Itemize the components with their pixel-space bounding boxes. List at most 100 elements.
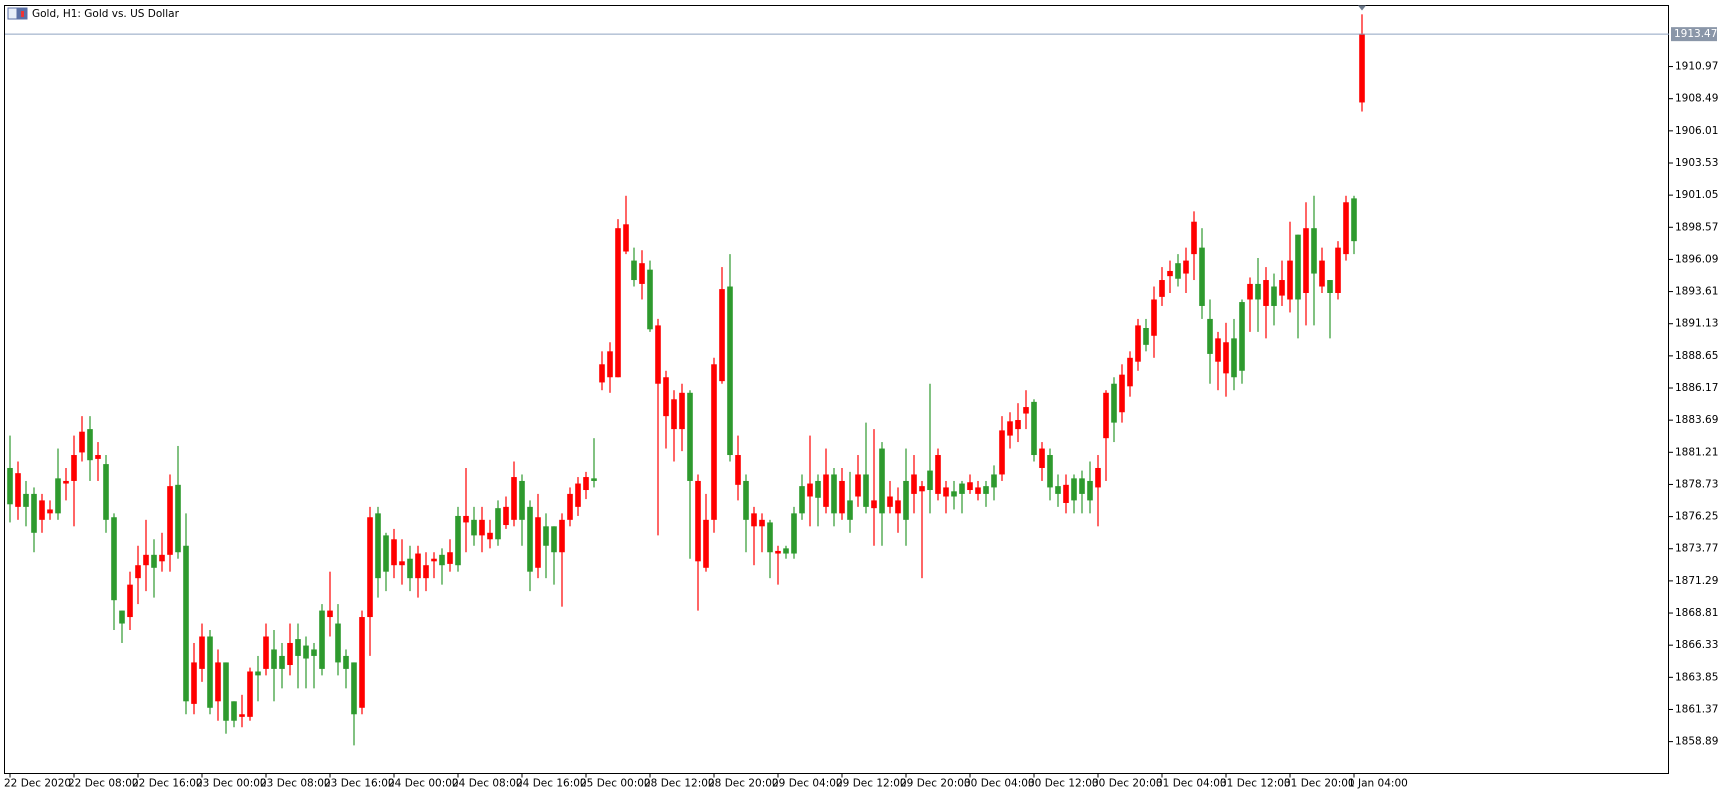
candle-body	[503, 506, 509, 526]
candle-body	[319, 610, 325, 669]
candle-body	[711, 364, 717, 520]
chart-icon	[7, 7, 28, 20]
y-tick-label: 1898.57	[1675, 221, 1718, 233]
candle-body	[87, 429, 93, 461]
candle-body	[1319, 260, 1325, 287]
candle-body	[151, 554, 157, 568]
candle-body	[1135, 325, 1141, 362]
candle-body	[751, 513, 757, 527]
candle-body	[351, 662, 357, 715]
candle-body	[887, 496, 893, 507]
candle-body	[231, 701, 237, 721]
candle-body	[63, 480, 69, 484]
y-tick-label: 1868.81	[1675, 607, 1718, 619]
candle-body	[303, 645, 309, 659]
y-tick-label: 1881.21	[1675, 446, 1718, 458]
candle-body	[543, 526, 549, 546]
candle-body	[807, 483, 813, 497]
candle-body	[1031, 401, 1037, 456]
x-tick-label: 24 Dec 16:00	[516, 778, 587, 790]
candle-body	[583, 477, 589, 491]
candle-body	[1351, 198, 1357, 242]
x-tick-label: 28 Dec 20:00	[708, 778, 779, 790]
y-tick-label: 1863.85	[1675, 671, 1718, 683]
candle-body	[335, 623, 341, 663]
y-tick-label: 1906.01	[1675, 125, 1718, 137]
candle-body	[399, 561, 405, 566]
x-tick-label: 23 Dec 08:00	[260, 778, 331, 790]
candle-body	[559, 519, 565, 553]
y-tick-label: 1871.29	[1675, 575, 1718, 587]
candle-body	[831, 474, 837, 514]
candle-body	[1023, 407, 1029, 414]
candle-body	[527, 506, 533, 572]
candle-body	[567, 493, 573, 520]
candle-body	[759, 519, 765, 527]
candle-body	[719, 289, 725, 382]
candle-body	[15, 473, 21, 507]
candle-body	[1167, 270, 1173, 277]
y-tick-label: 1888.65	[1675, 350, 1718, 362]
candle-body	[1007, 421, 1013, 436]
x-tick-label: 31 Dec 12:00	[1220, 778, 1291, 790]
candle-body	[599, 364, 605, 383]
x-tick-label: 24 Dec 08:00	[452, 778, 523, 790]
candle-body	[71, 455, 77, 481]
candle-body	[895, 500, 901, 514]
y-tick-label: 1878.73	[1675, 478, 1718, 490]
candle-body	[1015, 420, 1021, 430]
y-tick-label: 1858.89	[1675, 736, 1718, 748]
candle-body	[903, 480, 909, 520]
y-tick-label: 1903.53	[1675, 157, 1718, 169]
candle-body	[1151, 299, 1157, 336]
candle-body	[871, 500, 877, 509]
candle-body	[127, 584, 133, 618]
candle-body	[991, 474, 997, 488]
y-tick-label: 1861.37	[1675, 703, 1718, 715]
candle-body	[391, 539, 397, 566]
candle-body	[1095, 467, 1101, 488]
chart-title: Gold, H1: Gold vs. US Dollar	[32, 8, 180, 20]
candle-body	[591, 478, 597, 481]
y-tick-label: 1891.13	[1675, 318, 1718, 330]
x-tick-label: 30 Dec 04:00	[964, 778, 1035, 790]
candle-body	[327, 610, 333, 618]
candle-body	[375, 513, 381, 579]
x-tick-label: 30 Dec 20:00	[1092, 778, 1163, 790]
candle-body	[735, 455, 741, 485]
candle-body	[671, 399, 677, 430]
x-tick-label: 22 Dec 16:00	[132, 778, 203, 790]
y-tick-label: 1876.25	[1675, 511, 1718, 523]
candle-body	[487, 532, 493, 540]
candle-body	[1271, 286, 1277, 306]
candle-body	[407, 558, 413, 579]
candle-body	[271, 649, 277, 669]
x-tick-label: 29 Dec 20:00	[900, 778, 971, 790]
candle-body	[1263, 280, 1269, 306]
candle-body	[695, 480, 701, 562]
candle-body	[1247, 283, 1253, 300]
plot-frame	[4, 5, 1669, 774]
y-tick-label: 1883.69	[1675, 414, 1718, 426]
candle-body	[775, 550, 781, 554]
candle-body	[935, 455, 941, 494]
candle-body	[263, 636, 269, 669]
x-tick-label: 28 Dec 12:00	[644, 778, 715, 790]
candle-body	[31, 493, 37, 533]
candle-body	[679, 392, 685, 430]
candle-body	[1079, 478, 1085, 494]
candle-body	[575, 483, 581, 507]
candle-body	[495, 508, 501, 540]
candle-body	[7, 467, 13, 505]
x-tick-label: 29 Dec 12:00	[836, 778, 907, 790]
candle-body	[159, 554, 165, 562]
candle-body	[823, 474, 829, 507]
candle-body	[655, 325, 661, 384]
candle-body	[239, 714, 245, 717]
candle-body	[551, 526, 557, 553]
candle-body	[1055, 486, 1061, 494]
x-tick-label: 23 Dec 16:00	[324, 778, 395, 790]
bid-label-box	[1671, 27, 1717, 42]
candle-body	[847, 500, 853, 520]
